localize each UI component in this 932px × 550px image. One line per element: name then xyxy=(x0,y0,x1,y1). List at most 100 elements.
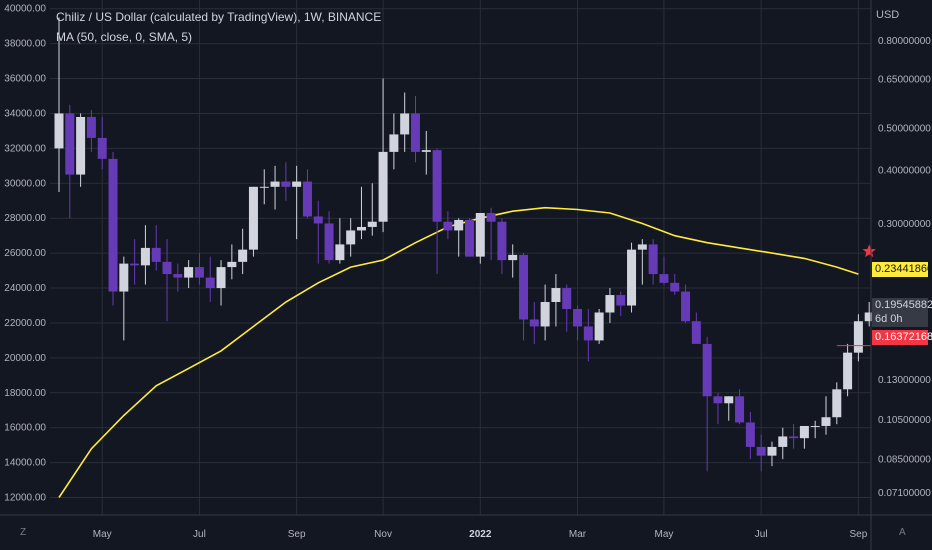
candles xyxy=(54,17,874,472)
bull-candle xyxy=(799,425,809,449)
candle-body xyxy=(735,396,745,423)
chart-title[interactable]: Chiliz / US Dollar (calculated by Tradin… xyxy=(56,10,382,24)
bull-candle xyxy=(335,218,345,264)
bull-candle xyxy=(821,396,831,435)
ma-price-tag: 0.23441860 xyxy=(872,262,932,277)
bull-candle xyxy=(292,165,302,240)
bear-candle xyxy=(465,218,474,257)
bear-candle xyxy=(65,104,75,219)
bull-candle xyxy=(248,186,258,257)
auto-scale-button[interactable]: A xyxy=(899,527,906,538)
bull-candle xyxy=(367,183,377,236)
x-axis-tick: May xyxy=(654,529,673,540)
x-axis-tick: Jul xyxy=(755,529,768,540)
left-axis-tick: 14000.00 xyxy=(4,458,46,469)
bear-candle xyxy=(735,389,745,425)
candle-body xyxy=(259,186,269,188)
candle-body xyxy=(789,436,799,439)
bear-candle xyxy=(86,109,96,152)
left-axis-tick: 22000.00 xyxy=(4,318,46,329)
candle-body xyxy=(853,321,863,353)
zoom-toggle-button[interactable]: Z xyxy=(20,527,27,538)
candle-body xyxy=(681,291,691,322)
bear-candle xyxy=(281,162,291,201)
bear-candle xyxy=(529,302,539,344)
bull-candle xyxy=(540,284,550,341)
candle-body xyxy=(140,247,150,266)
right-axis-tick: 0.50000000 xyxy=(878,124,931,135)
left-axis-tick: 20000.00 xyxy=(4,353,46,364)
bull-candle xyxy=(184,260,194,289)
candle-body xyxy=(205,277,215,289)
candle-body xyxy=(281,181,291,187)
horizontal-line-tag: 0.16372168 xyxy=(872,330,932,345)
candle-body xyxy=(151,247,161,262)
ma-layer xyxy=(58,206,859,498)
bear-candle xyxy=(443,211,453,240)
candle-body xyxy=(529,319,539,327)
bull-candle xyxy=(551,274,561,327)
x-axis-tick: Sep xyxy=(849,529,867,540)
candle-body xyxy=(313,216,323,224)
bull-candle xyxy=(140,225,150,285)
candle-body xyxy=(173,274,183,278)
left-axis-tick: 26000.00 xyxy=(4,248,46,259)
left-axis-tick: 30000.00 xyxy=(4,178,46,189)
bear-candle xyxy=(108,151,118,306)
left-axis-tick: 16000.00 xyxy=(4,423,46,434)
candle-body xyxy=(583,326,593,341)
bear-candle xyxy=(713,392,723,425)
bear-candle xyxy=(670,274,680,296)
bull-candle xyxy=(454,218,464,257)
candle-body xyxy=(562,288,572,309)
bear-candle xyxy=(648,239,658,285)
candle-body xyxy=(756,446,766,456)
candle-body xyxy=(702,343,712,397)
candle-body xyxy=(659,274,669,283)
bull-candle xyxy=(54,17,64,193)
bull-candle xyxy=(778,427,788,460)
bull-candle xyxy=(810,420,820,439)
left-axis-tick: 40000.00 xyxy=(4,4,46,15)
candle-body xyxy=(648,244,658,275)
bull-candle xyxy=(843,343,853,397)
x-axis-tick: Jul xyxy=(193,529,206,540)
bull-candle xyxy=(475,212,485,264)
bull-candle xyxy=(421,130,431,175)
bull-candle xyxy=(627,242,637,313)
bear-candle xyxy=(497,218,507,275)
x-axis-tick: Sep xyxy=(288,529,306,540)
candle-body xyxy=(54,113,64,149)
bear-candle xyxy=(519,253,529,341)
bear-candle xyxy=(562,284,572,332)
candle-body xyxy=(864,312,874,322)
candle-body xyxy=(691,321,701,344)
candle-body xyxy=(194,267,204,278)
right-axis-tick: 0.10500000 xyxy=(878,415,931,426)
bear-candle xyxy=(205,256,215,303)
left-axis-tick: 18000.00 xyxy=(4,388,46,399)
bull-candle xyxy=(259,169,269,205)
candle-body xyxy=(767,446,777,456)
candle-body xyxy=(184,267,194,278)
candle-body xyxy=(432,150,442,222)
candle-body xyxy=(637,244,647,250)
candle-body xyxy=(400,113,410,135)
candle-body xyxy=(616,295,626,306)
bear-candle xyxy=(702,336,712,472)
candle-body xyxy=(508,254,518,261)
left-axis-tick: 38000.00 xyxy=(4,39,46,50)
bear-candle xyxy=(691,312,701,344)
candle-body xyxy=(367,221,377,227)
bear-candle xyxy=(659,256,669,285)
candle-body xyxy=(86,116,96,138)
right-axis-tick: 0.30000000 xyxy=(878,219,931,230)
indicator-legend[interactable]: MA (50, close, 0, SMA, 5) xyxy=(56,30,193,44)
candle-body xyxy=(540,302,550,327)
bear-candle xyxy=(789,424,799,449)
candle-body xyxy=(497,221,507,261)
bull-candle xyxy=(227,244,237,280)
bear-candle xyxy=(130,239,140,285)
